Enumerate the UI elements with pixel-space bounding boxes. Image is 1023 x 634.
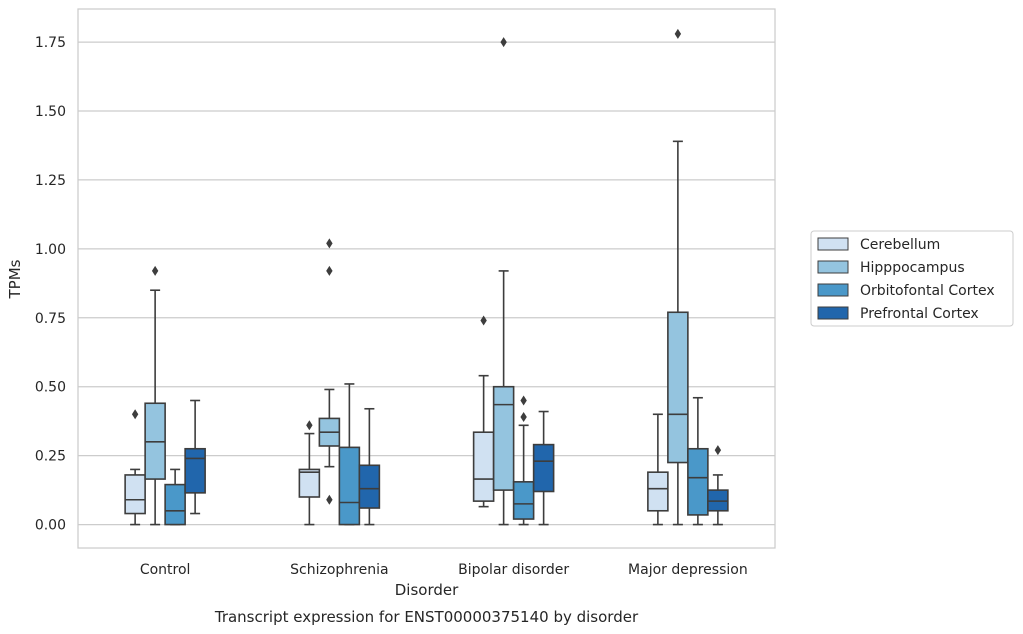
y-tick-label-5: 1.25 [35,173,66,189]
box-body [532,443,555,493]
box-body [667,311,689,464]
box-0-0 [124,409,146,526]
box-body [358,464,381,509]
plot-frame [77,8,776,549]
outlier-1 [520,395,527,406]
y-tick-label-6: 1.50 [35,104,66,120]
outlier-0 [151,265,159,276]
box-3-2 [532,410,555,526]
box-3-0 [184,399,206,515]
outlier-0 [326,494,333,505]
outlier-0 [131,409,139,420]
x-axis-title: Disorder [395,581,459,599]
box-plots [124,28,729,526]
outlier-1 [326,265,333,276]
box-0-3 [647,413,669,526]
legend-label: Cerebellum [860,237,940,253]
y-tick-label-3: 0.75 [35,311,66,327]
box-body [164,483,186,526]
legend-frame [810,230,1014,327]
box-body [647,471,669,512]
legend-item-3: Prefrontal Cortex [817,306,979,322]
outlier-0 [714,445,722,456]
y-tick-label-1: 0.25 [35,449,66,465]
outlier-0 [500,37,507,48]
legend-swatch [817,260,849,274]
legend-swatch [817,237,849,251]
x-tick-label-0: Control [140,562,191,578]
legend-label: Hipppocampus [860,260,965,276]
box-3-3 [707,445,729,526]
box-2-1 [338,383,361,526]
y-tick-label-2: 0.50 [35,380,66,396]
legend-item-0: Cerebellum [817,237,940,253]
y-tick-label-4: 1.00 [35,242,66,258]
legend-label: Prefrontal Cortex [860,306,979,322]
box-1-3 [667,28,689,526]
box-0-1 [298,420,321,526]
box-2-2 [512,395,535,526]
box-body [512,481,535,520]
x-tick-label-1: Schizophrenia [290,562,388,578]
box-1-1 [318,238,341,505]
box-body [124,474,146,515]
box-2-3 [687,396,709,526]
y-tick-label-7: 1.75 [35,35,66,51]
box-3-1 [358,407,381,526]
y-tick-label-0: 0.00 [35,518,66,534]
box-body [687,447,709,516]
legend-item-1: Hipppocampus [817,260,965,276]
y-axis-ticks: 0.00 0.25 0.50 0.75 1.00 1.25 1.50 1.75 [35,35,66,533]
box-body [492,385,515,491]
legend-swatch [817,283,849,297]
chart-caption: Transcript expression for ENST0000037514… [214,608,639,626]
legend-item-2: Orbitofontal Cortex [817,283,995,299]
outlier-0 [520,412,527,423]
box-body [184,447,206,494]
x-axis-ticks: Control Schizophrenia Bipolar disorder Majo… [140,562,748,578]
box-0-2 [472,315,495,508]
legend-swatch [817,306,849,320]
legend: Cerebellum Hipppocampus Orbitofontal Corte… [810,230,1014,327]
outlier-2 [326,238,333,249]
outlier-0 [480,315,487,326]
y-axis-title: TPMs [6,259,24,299]
box-1-0 [144,265,166,526]
box-body [298,468,321,498]
outlier-0 [306,420,313,431]
box-body [472,431,495,502]
box-2-0 [164,468,186,526]
outlier-0 [674,28,682,39]
box-body [338,446,361,526]
x-tick-label-2: Bipolar disorder [458,562,569,578]
box-1-2 [492,37,515,526]
x-tick-label-3: Major depression [628,562,748,578]
legend-label: Orbitofontal Cortex [860,283,995,299]
